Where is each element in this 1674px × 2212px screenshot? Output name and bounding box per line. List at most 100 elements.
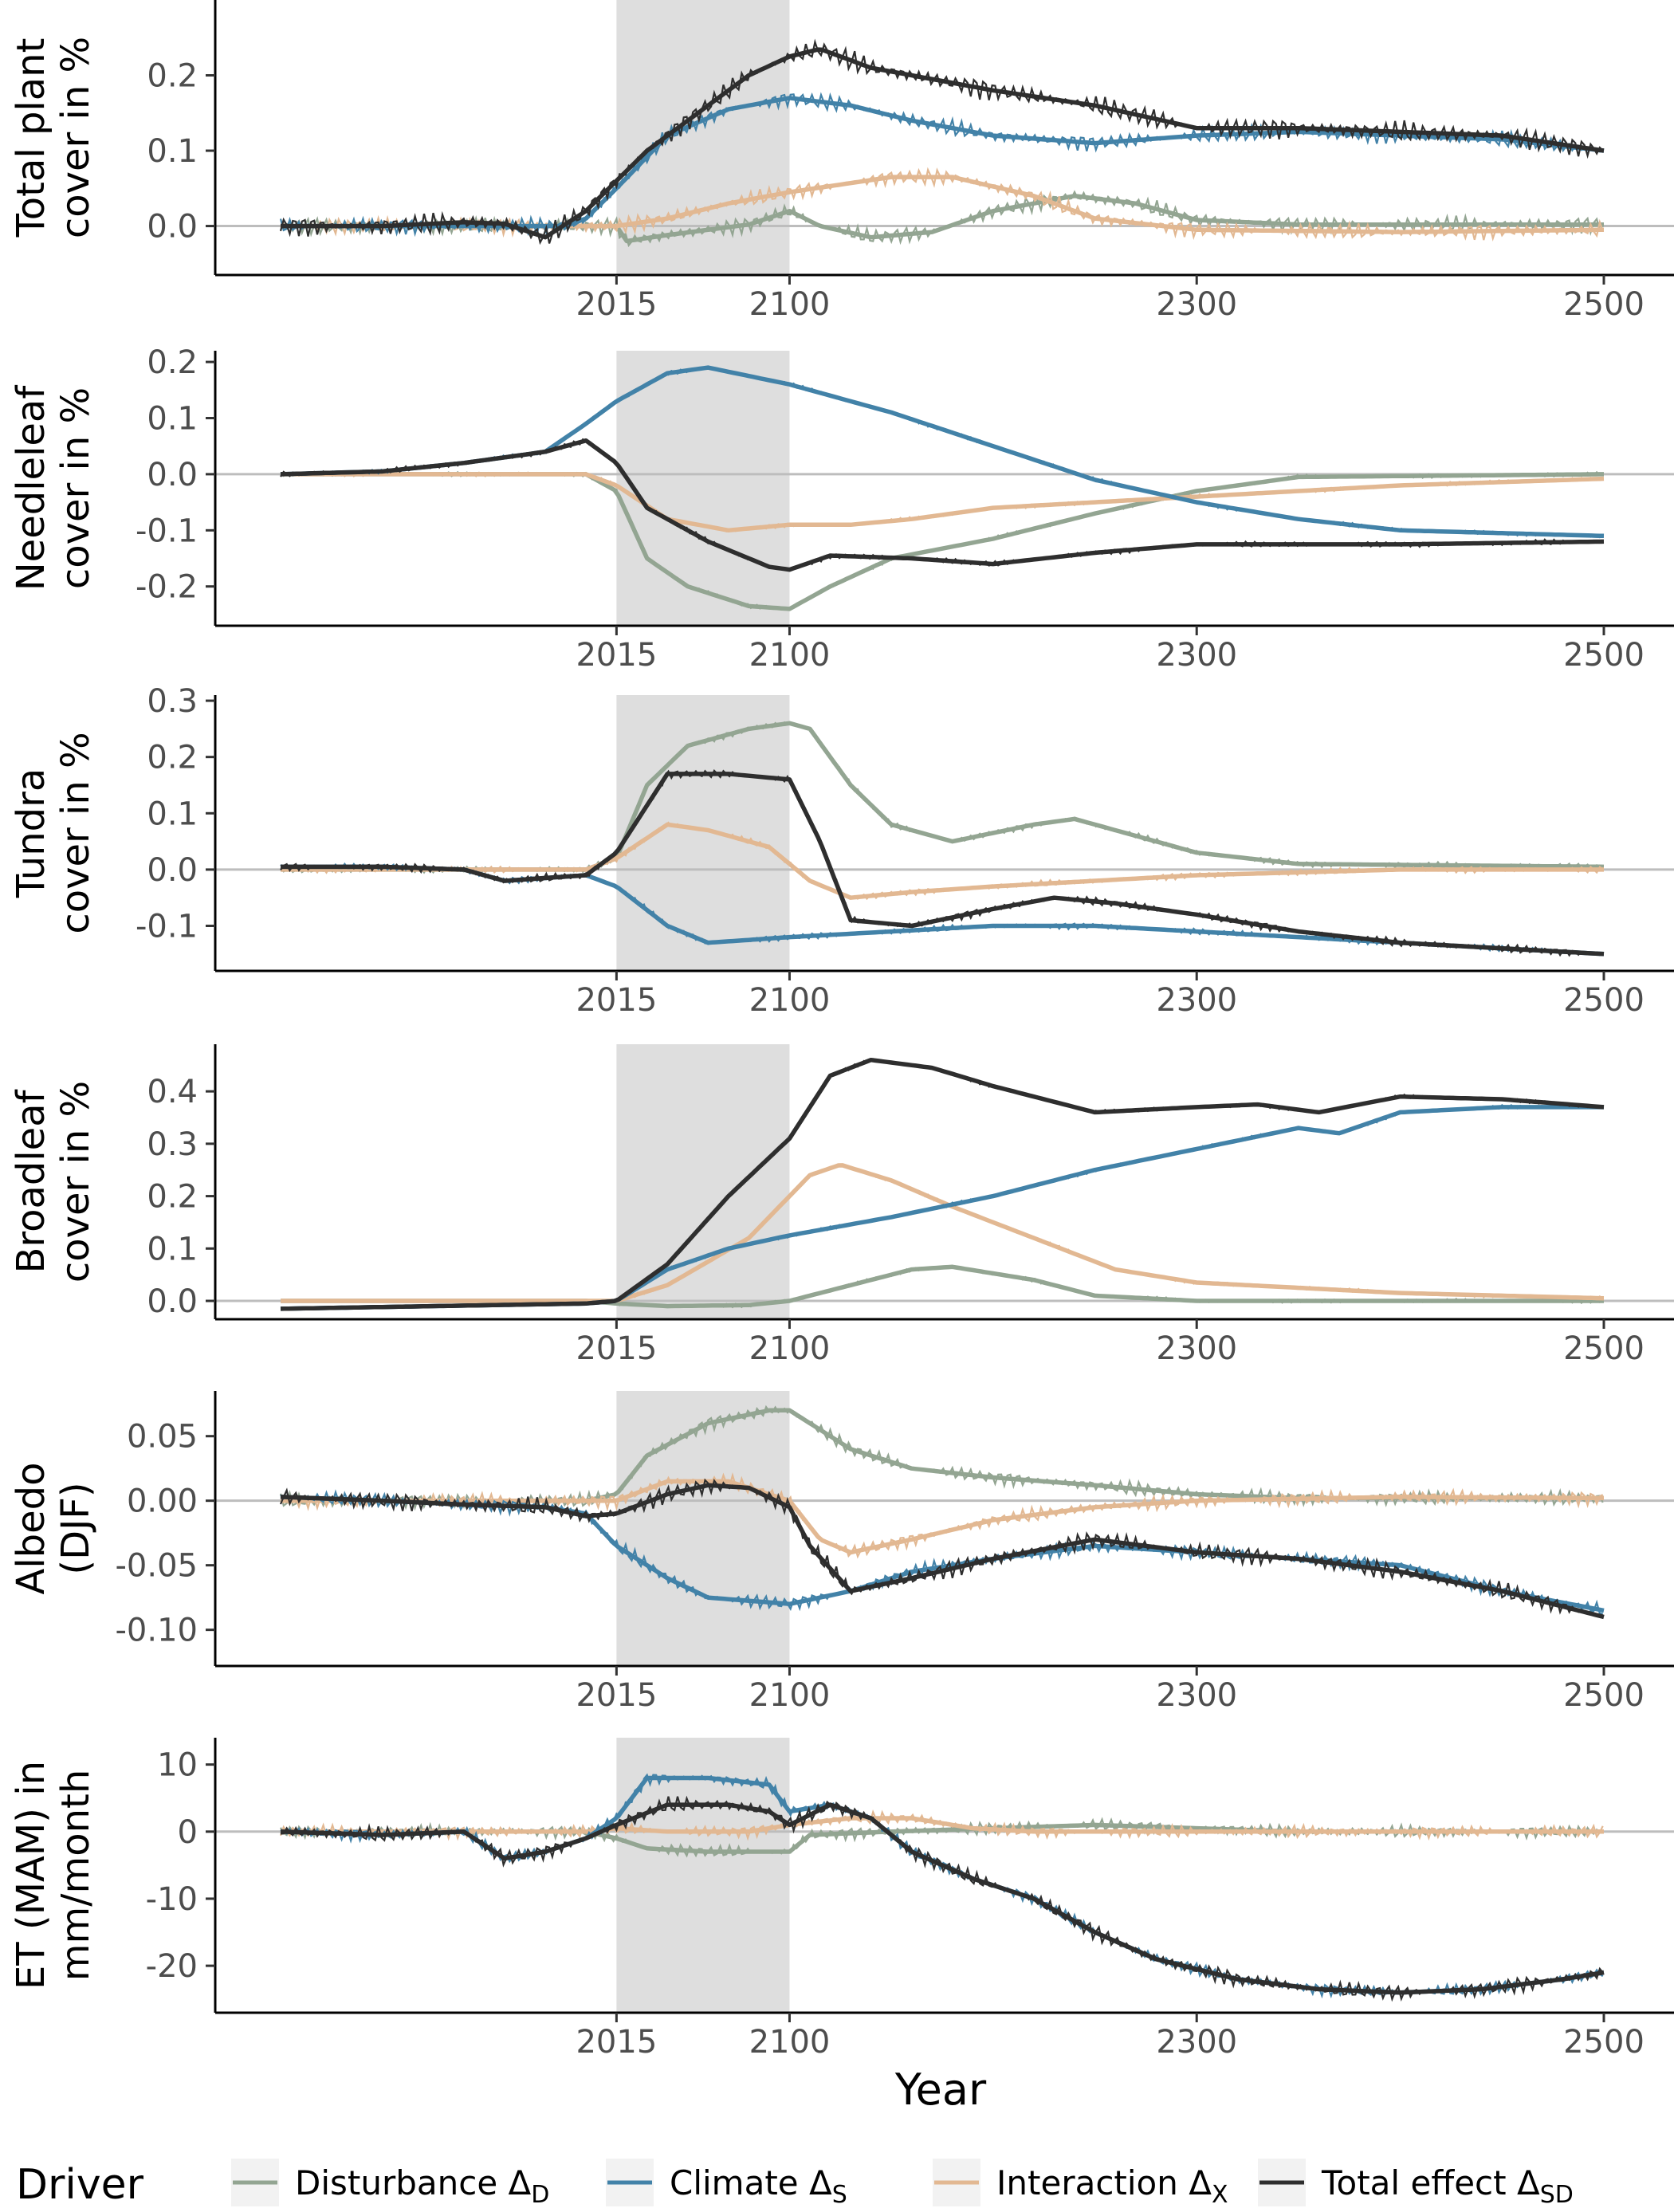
y-tick-label: 0.05 (127, 1419, 198, 1456)
panel-3: 0.3 0.2 0.1 0.0 -0.1 2015 2100 2300 2500 Tundraco… (9, 683, 1674, 1019)
x-tick-label: 2500 (1563, 1677, 1645, 1714)
legend-title: Driver (16, 2161, 144, 2209)
x-tick-label: 2100 (749, 2024, 831, 2061)
series-disturbance-annual (280, 470, 1603, 611)
legend-item-interaction: Interaction ΔX (933, 2159, 1228, 2209)
y-tick-label: 0.3 (147, 1126, 198, 1163)
x-tick-label: 2100 (749, 1677, 831, 1714)
y-tick-label: 0 (178, 1814, 198, 1851)
series-interaction-smoothed (281, 1816, 1604, 1834)
y-tick-label: -10 (146, 1881, 198, 1918)
series-interaction-annual (280, 471, 1603, 533)
x-tick-label: 2300 (1156, 1330, 1237, 1367)
series-total-smoothed (281, 47, 1605, 240)
x-tick-label: 2500 (1563, 1330, 1645, 1367)
x-tick-label: 2100 (749, 982, 831, 1019)
shaded-period (616, 0, 790, 275)
legend-label: Interaction ΔX (996, 2163, 1228, 2209)
shaded-period (616, 1044, 790, 1319)
series-climate-annual (280, 1773, 1604, 1999)
series-disturbance-smoothed (281, 1408, 1604, 1503)
series-total-annual (279, 38, 1604, 246)
y-tick-label: 0.1 (147, 1231, 198, 1267)
x-tick-label: 2100 (749, 286, 831, 323)
x-tick-label: 2015 (576, 982, 657, 1019)
series-climate-smoothed (280, 365, 1605, 539)
series-disturbance-smoothed (281, 721, 1605, 872)
series-interaction-annual (280, 821, 1604, 901)
series-disturbance-smoothed (281, 194, 1604, 244)
series-total-smoothed (280, 1483, 1605, 1620)
x-tick-label: 2500 (1563, 982, 1645, 1019)
series-climate-annual (280, 366, 1604, 539)
series-total-smoothed (280, 1057, 1605, 1311)
x-tick-label: 2300 (1156, 286, 1237, 323)
series-interaction-annual (280, 1472, 1604, 1559)
panels-layer: 0.0 0.1 0.2 2015 2100 2300 2500 Total plantcove… (9, 0, 1674, 2061)
x-tick-label: 2300 (1156, 1677, 1237, 1714)
series-climate-smoothed (280, 1495, 1605, 1613)
series-interaction-smoothed (281, 1479, 1604, 1555)
series-total-annual (280, 1795, 1604, 2002)
shaded-period (616, 1391, 790, 1666)
y-tick-label: -0.1 (136, 513, 198, 549)
y-axis-label: Needleleafcover in % (9, 385, 98, 591)
y-tick-label: -0.10 (116, 1613, 198, 1649)
legend-item-disturbance: Disturbance ΔD (231, 2159, 549, 2209)
series-interaction-annual (281, 1164, 1604, 1302)
panel-6: 10 0 -10 -20 2015 2100 2300 2500 ET (MAM) inmm/m… (9, 1738, 1674, 2061)
legend-label: Total effect ΔSD (1321, 2163, 1574, 2209)
shaded-period (616, 695, 790, 971)
series-disturbance-annual (280, 190, 1604, 248)
legend-label: Climate ΔS (670, 2163, 847, 2209)
y-tick-label: 0.0 (147, 852, 198, 889)
y-axis-label: Broadleafcover in % (9, 1081, 98, 1283)
y-tick-label: 0.0 (147, 457, 198, 493)
x-axis-label: Year (894, 2065, 987, 2115)
y-tick-label: -0.05 (116, 1548, 198, 1585)
y-axis-label: Albedo(DJF) (9, 1462, 98, 1594)
x-tick-label: 2300 (1156, 982, 1237, 1019)
x-tick-label: 2015 (576, 1677, 657, 1714)
series-climate-annual (280, 1489, 1603, 1615)
x-tick-label: 2300 (1156, 2024, 1237, 2061)
x-tick-label: 2500 (1563, 286, 1645, 323)
y-tick-label: 0.2 (147, 740, 198, 776)
x-tick-label: 2100 (749, 637, 831, 674)
series-climate-smoothed (280, 1105, 1604, 1311)
y-axis-label: Total plantcover in % (9, 37, 98, 238)
series-total-smoothed (281, 772, 1605, 957)
y-tick-label: 0.4 (147, 1074, 198, 1110)
y-tick-label: 0.2 (147, 1179, 198, 1216)
y-axis-label: Tundracover in % (9, 732, 98, 933)
x-tick-label: 2500 (1563, 2024, 1645, 2061)
panel-2: 0.2 0.1 0.0 -0.1 -0.2 2015 2100 2300 2500 Needlel… (9, 344, 1674, 674)
x-tick-label: 2500 (1563, 637, 1645, 674)
y-tick-label: 0.2 (147, 58, 198, 95)
legend: Driver Disturbance ΔD Climate ΔS Interactio… (16, 2159, 1574, 2209)
y-axis-label: ET (MAM) inmm/month (9, 1761, 98, 1990)
y-tick-label: 0.1 (147, 133, 198, 170)
y-tick-label: -0.1 (136, 909, 198, 945)
series-interaction-smoothed (281, 1163, 1605, 1303)
series-disturbance-annual (280, 721, 1604, 874)
y-tick-label: 0.2 (147, 344, 198, 381)
panel-1: 0.0 0.1 0.2 2015 2100 2300 2500 Total plantcove… (9, 0, 1674, 323)
x-tick-label: 2015 (576, 2024, 657, 2061)
legend-item-climate: Climate ΔS (606, 2159, 847, 2209)
y-tick-label: 10 (157, 1747, 198, 1784)
series-total-smoothed (280, 1802, 1605, 1995)
panel-4: 0.4 0.3 0.2 0.1 0.0 2015 2100 2300 2500 Broadleaf… (9, 1044, 1674, 1367)
y-tick-label: -0.2 (136, 569, 198, 606)
y-tick-label: 0.0 (147, 209, 198, 246)
legend-item-total: Total effect ΔSD (1258, 2159, 1574, 2209)
legend-label: Disturbance ΔD (295, 2163, 549, 2209)
panel-5: 0.05 0.00 -0.05 -0.10 2015 2100 2300 2500 Albedo… (9, 1391, 1674, 1714)
series-climate-smoothed (280, 1775, 1605, 1995)
series-interaction-smoothed (281, 472, 1605, 533)
series-interaction-smoothed (281, 822, 1604, 900)
series-climate-annual (279, 92, 1604, 238)
series-climate-smoothed (281, 96, 1605, 229)
y-tick-label: -20 (146, 1948, 198, 1985)
